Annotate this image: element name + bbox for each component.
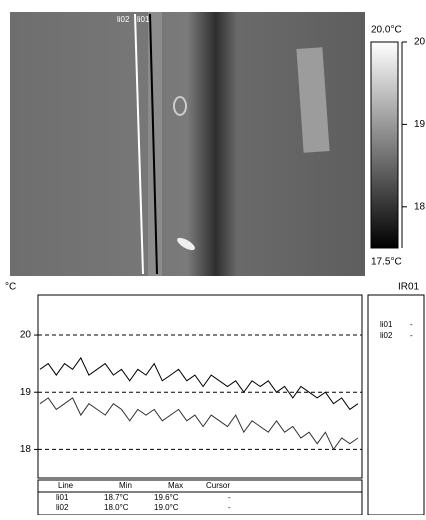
colorbar-max: 20.0°C — [371, 25, 402, 36]
panel-item: li02 — [380, 331, 393, 340]
colorbar-tick-label: 18 — [414, 201, 426, 212]
table-header: Cursor — [206, 481, 230, 490]
y-tick-label: 19 — [20, 387, 32, 398]
warm-strip — [296, 47, 330, 153]
y-tick-label: 20 — [20, 330, 32, 341]
measure-line — [149, 13, 158, 275]
colorbar-gradient — [370, 41, 399, 249]
panel-item: li01 — [380, 320, 393, 329]
colorbar-tick-label: 19 — [414, 119, 426, 130]
hot-spot — [177, 237, 195, 251]
line-label: li02 — [117, 15, 130, 24]
y-axis-label: °C — [5, 282, 16, 293]
plot-frame — [37, 294, 363, 479]
measure-line — [134, 13, 144, 275]
table-header: Min — [119, 481, 132, 490]
table-cell: 19.0°C — [154, 503, 179, 512]
panel-title: IR01 — [398, 282, 420, 293]
y-tick-label: 18 — [20, 444, 32, 455]
line-label: li01 — [137, 15, 150, 24]
side-panel: IR01 li01 - li02 - — [367, 282, 425, 516]
panel-frame — [367, 294, 425, 516]
colorbar: 20.0°C 17.5°C 20 19 18 — [370, 25, 426, 268]
colorbar-min: 17.5°C — [371, 257, 402, 268]
table-cell: 18.0°C — [104, 503, 129, 512]
panel-value: - — [410, 320, 413, 329]
table-cell: li01 — [56, 493, 69, 502]
thermal-image: li02 li01 — [10, 12, 365, 276]
loop — [173, 96, 187, 116]
data-line — [39, 356, 359, 411]
table-frame — [37, 479, 363, 516]
table-cell: - — [228, 493, 231, 502]
table-cell: 19.6°C — [154, 493, 179, 502]
table-cell: - — [228, 503, 231, 512]
panel-value: - — [410, 331, 413, 340]
line-chart: °C 20 19 18 — [5, 282, 363, 479]
stats-table: Line Min Max Cursor li01 18.7°C 19.6°C -… — [37, 479, 363, 516]
table-cell: 18.7°C — [104, 493, 129, 502]
table-header: Line — [58, 481, 74, 490]
data-line — [39, 397, 359, 451]
table-cell: li02 — [56, 503, 69, 512]
colorbar-tick-label: 20 — [414, 37, 426, 48]
table-header: Max — [168, 481, 183, 490]
